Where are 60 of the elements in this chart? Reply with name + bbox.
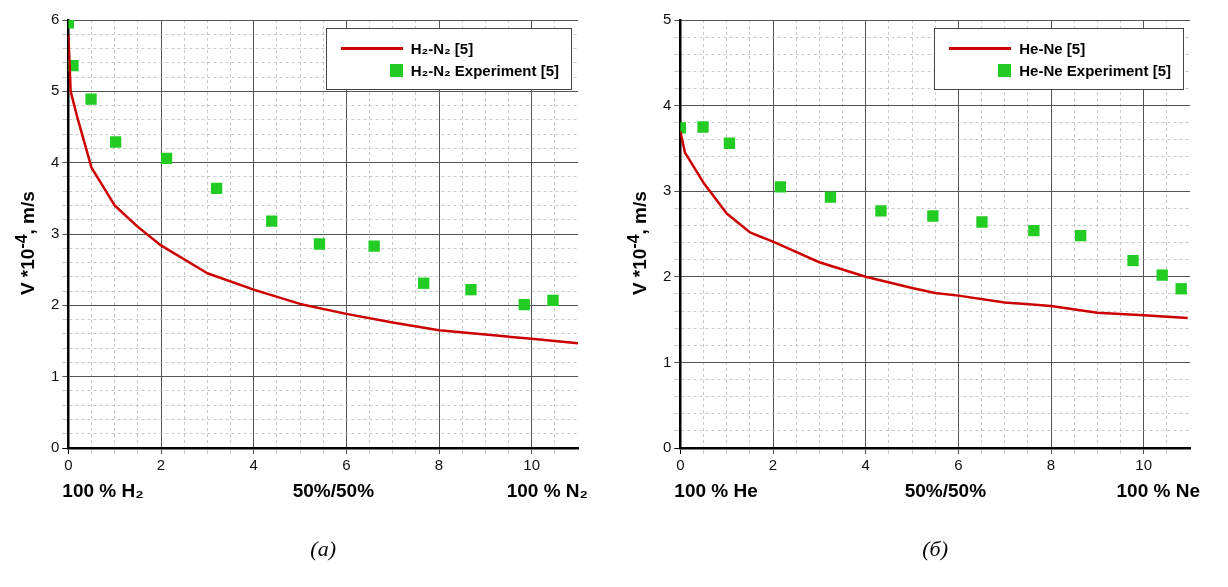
y-tick-label: 2: [663, 266, 672, 284]
point: [875, 205, 887, 217]
x-tick-label: 0: [676, 456, 685, 474]
y-tick-label: 4: [51, 152, 60, 170]
text: 100 % H₂: [62, 480, 144, 502]
text: (б): [922, 536, 949, 562]
point: [368, 240, 380, 252]
point: [824, 191, 837, 203]
point: [518, 298, 530, 311]
text: 100 % N₂: [506, 480, 588, 502]
text: 100 % Ne: [1116, 480, 1200, 502]
y-tick-label: 1: [663, 352, 672, 370]
point: [697, 121, 709, 133]
legend-label: He-Ne Experiment [5]: [1019, 61, 1171, 79]
x-tick-label: 4: [861, 456, 870, 474]
y-tick-label: 5: [663, 10, 672, 28]
x-tick-label: 2: [768, 456, 778, 474]
y-tick-label: 0: [51, 438, 60, 456]
point: [418, 277, 430, 289]
point: [547, 294, 559, 306]
point: [210, 182, 223, 194]
text: 50%/50%: [904, 480, 987, 502]
x-tick-label: 0: [64, 456, 73, 474]
legend-label: He-Ne [5]: [1019, 39, 1086, 57]
y-tick-label: 0: [663, 438, 672, 456]
point: [976, 216, 988, 228]
y-tick-label: 3: [51, 224, 60, 242]
point: [774, 181, 787, 193]
text: 50%/50%: [292, 480, 375, 502]
point: [85, 93, 97, 105]
point: [313, 238, 326, 250]
x-tick-label: 8: [1046, 456, 1056, 474]
point: [160, 152, 173, 165]
legend-label: H₂-N₂ Experiment [5]: [410, 61, 559, 79]
y-tick-label: 3: [663, 181, 672, 199]
y-tick-label: 1: [51, 366, 60, 384]
x-tick-label: 6: [954, 456, 963, 474]
text: (a): [310, 536, 336, 562]
x-tick-label: 10: [523, 456, 541, 474]
point: [266, 215, 278, 227]
point: [927, 210, 939, 222]
y-tick-label: 4: [663, 95, 672, 113]
legend-label: H₂-N₂ [5]: [410, 39, 474, 57]
x-tick-label: 8: [434, 456, 444, 474]
x-tick-label: 4: [249, 456, 258, 474]
text: 100 % He: [674, 480, 758, 502]
point: [1028, 224, 1040, 237]
point: [465, 283, 477, 296]
x-tick-label: 10: [1135, 456, 1153, 474]
point: [1156, 269, 1168, 281]
point: [1075, 230, 1087, 242]
y-tick-label: 5: [51, 81, 60, 99]
y-tick-label: 6: [51, 10, 60, 28]
point: [723, 137, 736, 149]
point: [109, 136, 122, 148]
y-tick-label: 2: [51, 295, 60, 313]
x-tick-label: 6: [342, 456, 351, 474]
x-tick-label: 2: [156, 456, 166, 474]
point: [1127, 254, 1139, 267]
point: [1175, 283, 1187, 295]
